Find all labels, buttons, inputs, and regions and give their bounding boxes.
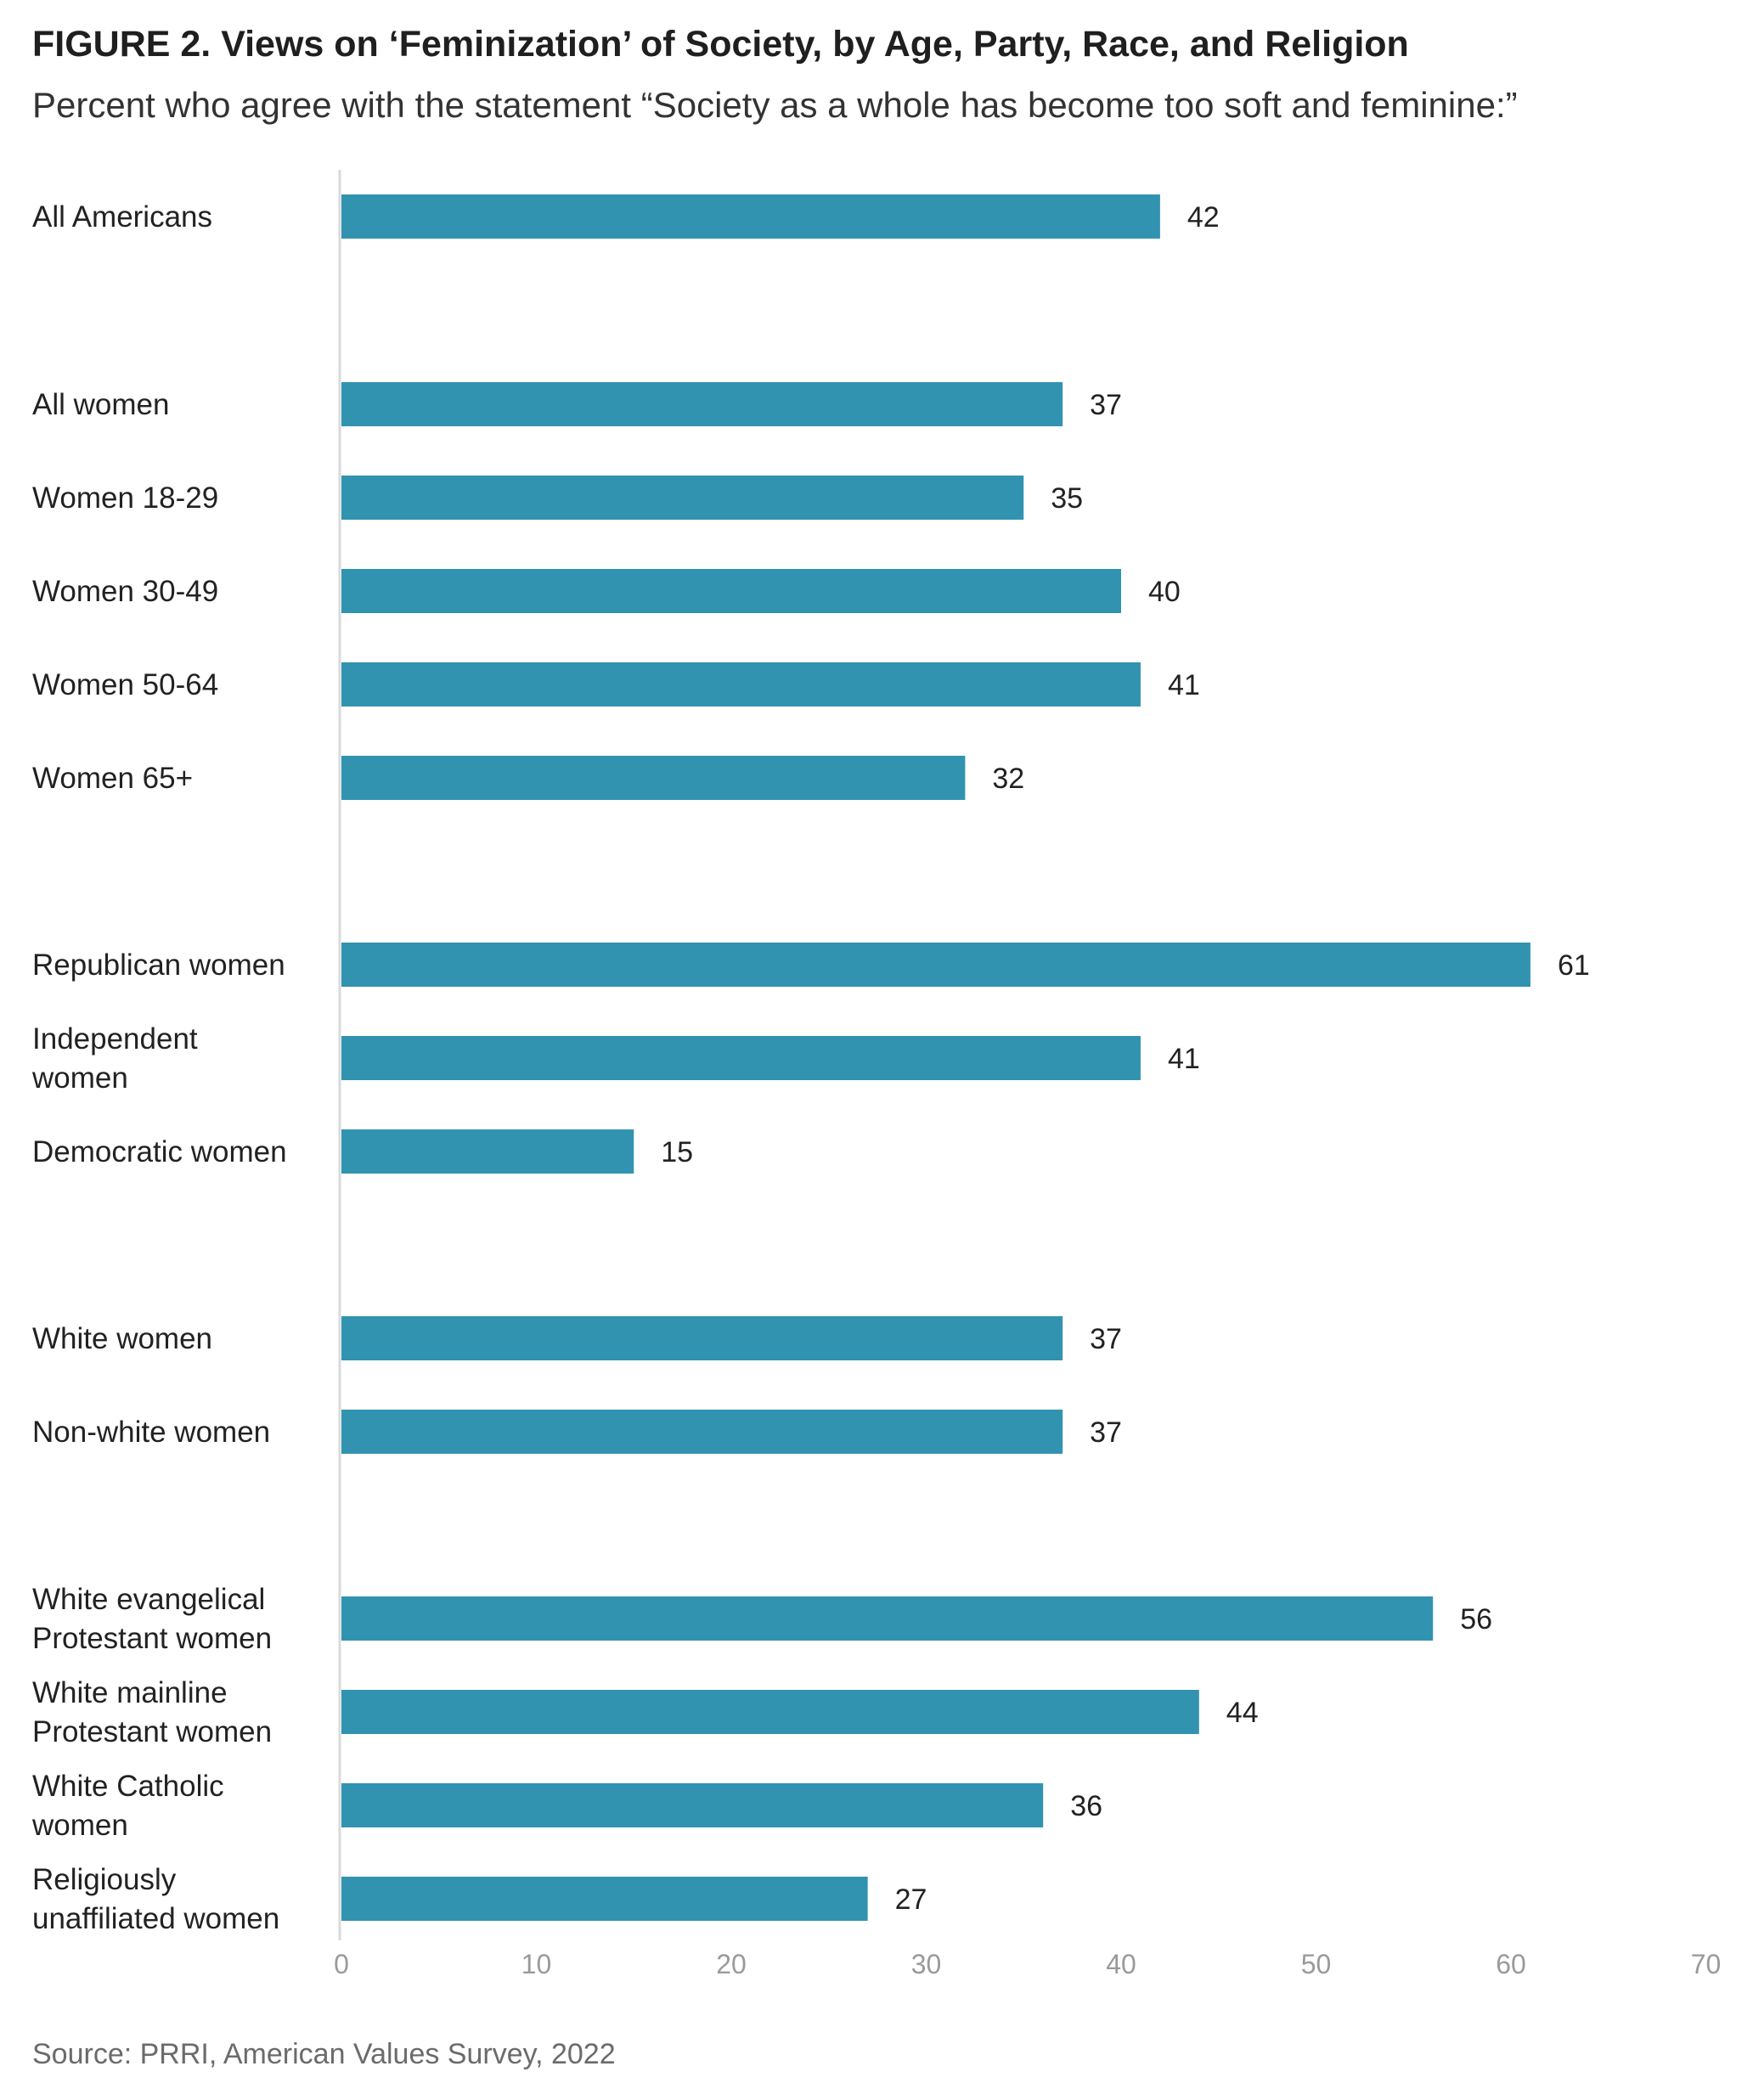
category-label-women-50-64: Women 50-64 bbox=[32, 668, 218, 701]
value-label-all-women: 37 bbox=[1090, 389, 1122, 421]
bar-women-65 bbox=[341, 756, 966, 800]
value-label-women-50-64: 41 bbox=[1168, 669, 1200, 701]
value-label-women-65: 32 bbox=[992, 763, 1024, 795]
x-tick-label-70: 70 bbox=[1691, 1949, 1722, 1979]
x-tick-label-60: 60 bbox=[1496, 1949, 1526, 1979]
category-label-white-catholic-women: White Catholic women bbox=[31, 1770, 224, 1842]
value-label-women-30-49: 40 bbox=[1148, 576, 1181, 608]
x-tick-label-40: 40 bbox=[1106, 1949, 1136, 1979]
category-label-white-evangelical-protestant-women: White evangelical Protestant women bbox=[32, 1583, 272, 1655]
bar-women-30-49 bbox=[341, 569, 1121, 613]
category-label-religiously-unaffiliated-women: Religiously unaffiliated women bbox=[32, 1863, 279, 1935]
bar-all-americans bbox=[341, 194, 1160, 239]
value-label-republican-women: 61 bbox=[1558, 949, 1590, 982]
value-label-white-evangelical-protestant-women: 56 bbox=[1460, 1603, 1492, 1636]
bar-women-50-64 bbox=[341, 662, 1141, 707]
category-label-women-18-29: Women 18-29 bbox=[32, 481, 218, 515]
value-label-all-americans: 42 bbox=[1187, 201, 1220, 234]
bar-white-evangelical-protestant-women bbox=[341, 1596, 1434, 1641]
category-label-line: Religiously bbox=[32, 1863, 177, 1896]
category-label-white-mainline-protestant-women: White mainline Protestant women bbox=[32, 1676, 272, 1748]
category-label-line: Women 18-29 bbox=[32, 481, 218, 515]
bar-religiously-unaffiliated-women bbox=[341, 1877, 868, 1921]
bar-non-white-women bbox=[341, 1410, 1063, 1454]
category-label-line: Protestant women bbox=[32, 1622, 272, 1655]
category-label-line: Women 65+ bbox=[32, 762, 193, 795]
value-label-independent-women: 41 bbox=[1168, 1043, 1200, 1075]
x-tick-label-10: 10 bbox=[521, 1949, 552, 1979]
category-label-line: White women bbox=[32, 1322, 212, 1355]
category-label-independent-women: Independent women bbox=[31, 1022, 198, 1095]
category-label-republican-women: Republican women bbox=[32, 949, 285, 982]
category-label-women-65: Women 65+ bbox=[32, 762, 193, 795]
chart-source: Source: PRRI, American Values Survey, 20… bbox=[32, 2038, 616, 2070]
bars: All Americans 42 All women 37 Women 18-29 35 W… bbox=[31, 194, 1590, 1935]
category-label-line: Republican women bbox=[32, 949, 285, 982]
chart-title: FIGURE 2. Views on ‘Feminization’ of Soc… bbox=[32, 24, 1409, 65]
value-label-women-18-29: 35 bbox=[1051, 482, 1083, 515]
category-label-line: women bbox=[31, 1809, 128, 1842]
bar-independent-women bbox=[341, 1036, 1141, 1080]
category-label-line: All Americans bbox=[32, 200, 212, 234]
x-axis-ticks: 0 10 20 30 40 50 60 70 bbox=[334, 1949, 1721, 1979]
category-label-line: Protestant women bbox=[32, 1715, 272, 1748]
category-label-line: All women bbox=[32, 388, 169, 421]
bar-all-women bbox=[341, 382, 1063, 426]
bar-white-mainline-protestant-women bbox=[341, 1690, 1199, 1734]
value-label-white-mainline-protestant-women: 44 bbox=[1226, 1697, 1259, 1729]
value-label-religiously-unaffiliated-women: 27 bbox=[895, 1883, 927, 1916]
x-tick-label-0: 0 bbox=[334, 1949, 349, 1979]
value-label-non-white-women: 37 bbox=[1090, 1416, 1122, 1449]
chart-subtitle: Percent who agree with the statement “So… bbox=[32, 85, 1518, 125]
category-label-white-women: White women bbox=[32, 1322, 212, 1355]
x-tick-label-30: 30 bbox=[911, 1949, 942, 1979]
category-label-line: White Catholic bbox=[32, 1770, 224, 1803]
category-label-line: White evangelical bbox=[32, 1583, 265, 1616]
category-label-all-americans: All Americans bbox=[32, 200, 212, 234]
bar-women-18-29 bbox=[341, 476, 1024, 520]
category-label-women-30-49: Women 30-49 bbox=[32, 575, 218, 608]
value-label-white-catholic-women: 36 bbox=[1070, 1790, 1102, 1822]
category-label-line: White mainline bbox=[32, 1676, 228, 1709]
category-label-line: women bbox=[31, 1061, 128, 1095]
category-label-line: Women 30-49 bbox=[32, 575, 218, 608]
category-label-democratic-women: Democratic women bbox=[32, 1135, 287, 1168]
bar-republican-women bbox=[341, 943, 1530, 987]
category-label-line: Independent bbox=[32, 1022, 198, 1056]
category-label-line: Non-white women bbox=[32, 1416, 270, 1449]
category-label-line: unaffiliated women bbox=[32, 1902, 279, 1935]
x-tick-label-20: 20 bbox=[716, 1949, 747, 1979]
category-label-line: Women 50-64 bbox=[32, 668, 218, 701]
bar-white-women bbox=[341, 1316, 1063, 1360]
value-label-democratic-women: 15 bbox=[661, 1136, 693, 1168]
value-label-white-women: 37 bbox=[1090, 1323, 1122, 1355]
bar-white-catholic-women bbox=[341, 1783, 1044, 1827]
x-tick-label-50: 50 bbox=[1301, 1949, 1332, 1979]
bar-democratic-women bbox=[341, 1129, 634, 1174]
category-label-non-white-women: Non-white women bbox=[32, 1416, 270, 1449]
category-label-line: Democratic women bbox=[32, 1135, 287, 1168]
category-label-all-women: All women bbox=[32, 388, 169, 421]
